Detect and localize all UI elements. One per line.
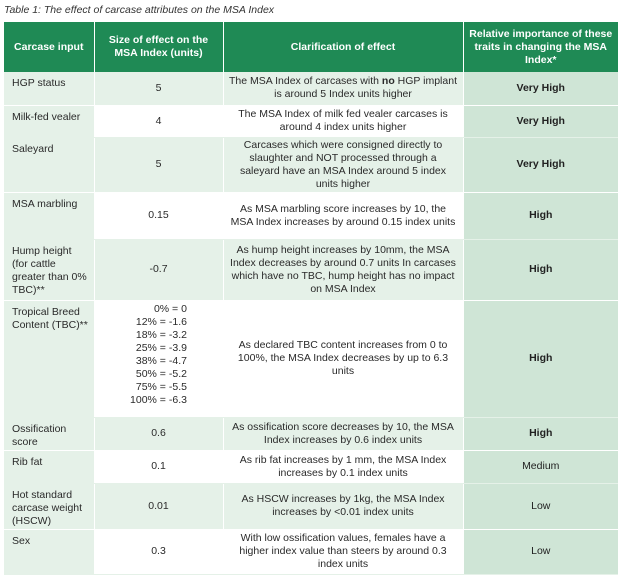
cell-input: Sex — [4, 529, 94, 575]
cell-size: 0.15 — [93, 192, 223, 240]
cell-input: Rib fat — [4, 450, 94, 484]
cell-size: -0.7 — [93, 239, 223, 301]
header-clarification: Clarification of effect — [222, 22, 463, 72]
cell-importance: High — [462, 192, 618, 240]
cell-clarification: As rib fat increases by 1 mm, the MSA In… — [222, 450, 463, 484]
cell-importance: Low — [462, 483, 618, 530]
cell-importance: Medium — [462, 450, 618, 484]
cell-importance: High — [462, 300, 618, 418]
clarification-emphasis: no — [381, 75, 395, 88]
header-size-of-effect: Size of effect on the MSA Index (units) — [93, 22, 223, 72]
cell-clarification: The MSA Index of milk fed vealer carcase… — [222, 105, 463, 138]
cell-size: 0.1 — [93, 450, 223, 484]
header-relative-importance: Relative importance of these traits in c… — [462, 22, 618, 72]
table-row: HGP status 5 The MSA Index of carcases w… — [4, 72, 618, 106]
table-row: Hot standard carcase weight (HSCW) 0.01 … — [4, 483, 618, 530]
msa-effects-table: Carcase input Size of effect on the MSA … — [4, 22, 618, 575]
cell-clarification: As MSA marbling score increases by 10, t… — [222, 192, 463, 240]
cell-input: Tropical Breed Content (TBC)** — [4, 300, 94, 418]
cell-importance: Very High — [462, 105, 618, 138]
cell-clarification: Carcases which were consigned directly t… — [222, 137, 463, 193]
tbc-value: 0% = 0 — [153, 302, 187, 315]
clarification-text: HGP implant is around 5 Index units high… — [274, 75, 457, 101]
cell-clarification: As ossification score decreases by 10, t… — [222, 417, 463, 451]
tbc-value-list: 0% = 0 12% = -1.6 18% = -3.2 25% = -3.9 … — [130, 302, 187, 407]
cell-importance: High — [462, 417, 618, 451]
clarification-text: The MSA Index of carcases with — [229, 75, 382, 88]
cell-input: HGP status — [4, 72, 94, 106]
cell-size-list: 0% = 0 12% = -1.6 18% = -3.2 25% = -3.9 … — [93, 300, 223, 418]
cell-importance: Very High — [462, 137, 618, 193]
tbc-value: 100% = -6.3 — [130, 393, 187, 406]
cell-size: 4 — [93, 105, 223, 138]
table-caption: Table 1: The effect of carcase attribute… — [4, 4, 275, 16]
header-row: Carcase input Size of effect on the MSA … — [4, 22, 618, 72]
cell-size: 0.01 — [93, 483, 223, 530]
cell-input: Milk-fed vealer — [4, 105, 94, 138]
cell-clarification: With low ossification values, females ha… — [222, 529, 463, 575]
cell-input: Hump height (for cattle greater than 0% … — [4, 239, 94, 301]
cell-size: 5 — [93, 137, 223, 193]
cell-size: 0.6 — [93, 417, 223, 451]
tbc-value: 18% = -3.2 — [135, 328, 187, 341]
table-row: Milk-fed vealer 4 The MSA Index of milk … — [4, 105, 618, 138]
cell-clarification: The MSA Index of carcases with no HGP im… — [222, 72, 463, 106]
cell-importance: Very High — [462, 72, 618, 106]
cell-clarification: As hump height increases by 10mm, the MS… — [222, 239, 463, 301]
cell-input: Ossification score — [4, 417, 94, 451]
tbc-value: 75% = -5.5 — [135, 380, 187, 393]
cell-clarification: As declared TBC content increases from 0… — [222, 300, 463, 418]
tbc-value: 50% = -5.2 — [135, 367, 187, 380]
cell-size: 5 — [93, 72, 223, 106]
tbc-value: 12% = -1.6 — [135, 315, 187, 328]
table-row: Hump height (for cattle greater than 0% … — [4, 239, 618, 301]
tbc-value: 38% = -4.7 — [135, 354, 187, 367]
cell-clarification: As HSCW increases by 1kg, the MSA Index … — [222, 483, 463, 530]
tbc-value: 25% = -3.9 — [135, 341, 187, 354]
cell-input: MSA marbling — [4, 192, 94, 240]
header-carcase-input: Carcase input — [4, 22, 94, 72]
table-row: Tropical Breed Content (TBC)** 0% = 0 12… — [4, 300, 618, 418]
table-row: Saleyard 5 Carcases which were consigned… — [4, 137, 618, 193]
cell-input: Saleyard — [4, 137, 94, 193]
table-row: Ossification score 0.6 As ossification s… — [4, 417, 618, 451]
cell-input: Hot standard carcase weight (HSCW) — [4, 483, 94, 530]
cell-importance: High — [462, 239, 618, 301]
table-row: MSA marbling 0.15 As MSA marbling score … — [4, 192, 618, 240]
table-row: Rib fat 0.1 As rib fat increases by 1 mm… — [4, 450, 618, 484]
cell-importance: Low — [462, 529, 618, 575]
cell-size: 0.3 — [93, 529, 223, 575]
table-row: Sex 0.3 With low ossification values, fe… — [4, 529, 618, 575]
